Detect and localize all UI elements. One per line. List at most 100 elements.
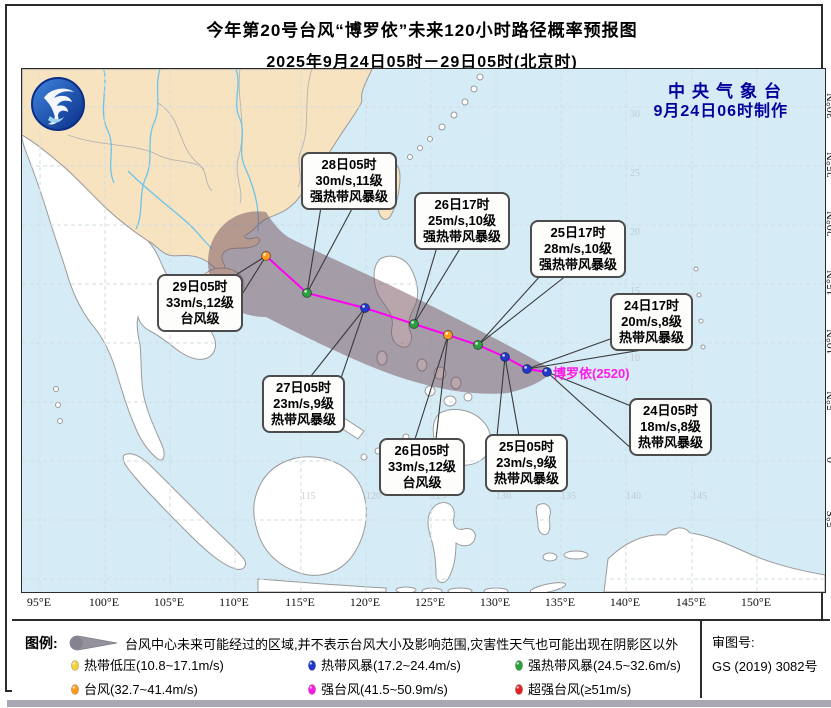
leader-line — [504, 356, 520, 437]
page-bottom-strip — [7, 700, 831, 707]
leader-line — [435, 334, 449, 440]
forecast-callout-25日17时: 25日17时 28m/s,10级 强热带风暴级 — [530, 220, 627, 278]
forecast-callout-29日05时: 29日05时 33m/s,12级 台风级 — [157, 274, 243, 332]
province-borders — [67, 69, 313, 204]
callout-text: 23m/s,9级 — [496, 455, 557, 470]
track-point-29日05时 — [261, 251, 271, 261]
legend-dot-icon — [71, 684, 79, 695]
svg-text:135: 135 — [561, 491, 576, 502]
agency-issue-time: 9月24日06时制作 — [653, 103, 788, 120]
map-review-number: 审图号: GS (2019) 3082号 — [712, 631, 818, 679]
svg-text:125: 125 — [431, 491, 446, 502]
callout-text: 强热带风暴级 — [539, 257, 618, 272]
review-label: 审图号: — [712, 635, 755, 650]
legend: 图例: 台风中心未来可能经过的区域,并不表示台风大小及影响范围,灾害性天气也可能… — [12, 619, 830, 700]
lon-tick-label: 130°E — [479, 595, 511, 609]
svg-text:30: 30 — [630, 109, 640, 120]
forecast-callout-24日17时: 24日17时 20m/s,8级 热带风暴级 — [610, 293, 694, 351]
legend-item-label: 台风(32.7~41.4m/s) — [84, 682, 198, 697]
new-guinea-landmass — [603, 527, 825, 592]
callout-text: 23m/s,9级 — [273, 396, 334, 411]
track-point-28日05时 — [302, 288, 312, 298]
lon-tick-label: 125°E — [414, 595, 446, 609]
legend-item-label: 强热带风暴(24.5~32.6m/s) — [528, 658, 681, 673]
legend-item: 超强台风(≥51m/s) — [514, 679, 631, 698]
map-subtitle: 2025年9月24日05时－29日05时(北京时) — [266, 54, 578, 71]
lon-tick-label: 140°E — [609, 595, 641, 609]
forecast-callout-28日05时: 28日05时 30m/s,11级 强热带风暴级 — [301, 152, 398, 210]
lon-tick-label: 115°E — [285, 595, 315, 609]
andaman-islands — [53, 386, 63, 424]
svg-text:140: 140 — [626, 491, 641, 502]
callout-text: 18m/s,8级 — [640, 419, 701, 434]
mariana-islands — [693, 266, 706, 350]
storm-name-label: 博罗依(2520) — [553, 366, 630, 381]
lon-tick-label: 110°E — [219, 595, 249, 609]
svg-text:130: 130 — [496, 491, 511, 502]
callout-text: 24日05时 — [643, 403, 698, 418]
callout-text: 24日17时 — [624, 298, 679, 313]
sumatra-island — [122, 453, 247, 570]
lon-tick-label: 150°E — [740, 595, 772, 609]
map-area: 11512012513013514014530252015105 — [21, 68, 826, 593]
callout-text: 28日05时 — [321, 157, 377, 172]
callout-text: 25日05时 — [499, 439, 554, 454]
legend-dot-icon — [308, 660, 316, 671]
callout-text: 强热带风暴级 — [423, 229, 502, 244]
leader-line — [477, 274, 568, 346]
legend-dot-icon — [71, 660, 79, 671]
track-point-26日05时 — [443, 330, 453, 340]
cone-legend-icon — [69, 634, 119, 657]
forecast-callout-24日05时: 24日05时 18m/s,8级 热带风暴级 — [629, 398, 713, 456]
lat-tick-label: 20°N — [823, 211, 831, 237]
svg-text:120: 120 — [366, 491, 381, 502]
legend-item-label: 热带风暴(17.2~24.4m/s) — [321, 658, 461, 673]
legend-item: 热带风暴(17.2~24.4m/s) — [307, 655, 461, 674]
lon-tick-label: 100°E — [88, 595, 120, 609]
agency-watermark: 中央气象台 9月24日06时制作 — [654, 82, 789, 122]
leader-line — [306, 206, 322, 294]
legend-item: 台风(32.7~41.4m/s) — [70, 679, 198, 698]
track-points — [261, 251, 552, 377]
callout-text: 热带风暴级 — [271, 412, 337, 427]
leader-line — [526, 348, 649, 370]
buru-island — [542, 552, 558, 562]
svg-text:20: 20 — [630, 227, 640, 238]
callout-text: 20m/s,8级 — [621, 314, 682, 329]
callout-leader-lines — [230, 206, 649, 452]
cma-logo-icon — [30, 76, 86, 132]
rivers — [102, 69, 260, 250]
lon-tick-label: 145°E — [675, 595, 707, 609]
lat-tick-label: 5°S — [823, 510, 831, 528]
java-island — [257, 578, 387, 592]
review-value: GS (2019) 3082号 — [712, 659, 818, 674]
legend-item-label: 强台风(41.5~50.9m/s) — [321, 682, 448, 697]
callout-text: 热带风暴级 — [619, 330, 685, 345]
callout-text: 强热带风暴级 — [310, 189, 389, 204]
track-point-27日05时 — [360, 303, 370, 313]
callout-text: 27日05时 — [276, 380, 331, 395]
leader-line — [413, 246, 438, 325]
legend-dot-icon — [515, 684, 523, 695]
callout-text: 29日05时 — [172, 279, 228, 294]
halmahera-island — [535, 503, 551, 536]
lat-tick-label: 15°N — [823, 270, 831, 296]
callout-text: 28m/s,10级 — [544, 241, 612, 256]
svg-text:15: 15 — [630, 286, 640, 297]
callout-text: 25m/s,10级 — [428, 213, 496, 228]
seram-island — [563, 550, 589, 560]
legend-item-label: 超强台风(≥51m/s) — [528, 682, 632, 697]
agency-name: 中央气象台 — [668, 82, 788, 101]
lat-tick-label: 0 — [824, 457, 831, 463]
track-point-25日17时 — [473, 340, 483, 350]
legend-dot-icon — [515, 660, 523, 671]
ryukyu-islands — [407, 73, 484, 160]
leader-line — [310, 307, 366, 377]
leader-line — [413, 246, 462, 325]
svg-text:115: 115 — [301, 491, 316, 502]
callout-text: 热带风暴级 — [638, 435, 704, 450]
probability-cone — [208, 211, 551, 394]
callout-text: 26日17时 — [434, 197, 490, 212]
leader-line — [338, 307, 366, 385]
